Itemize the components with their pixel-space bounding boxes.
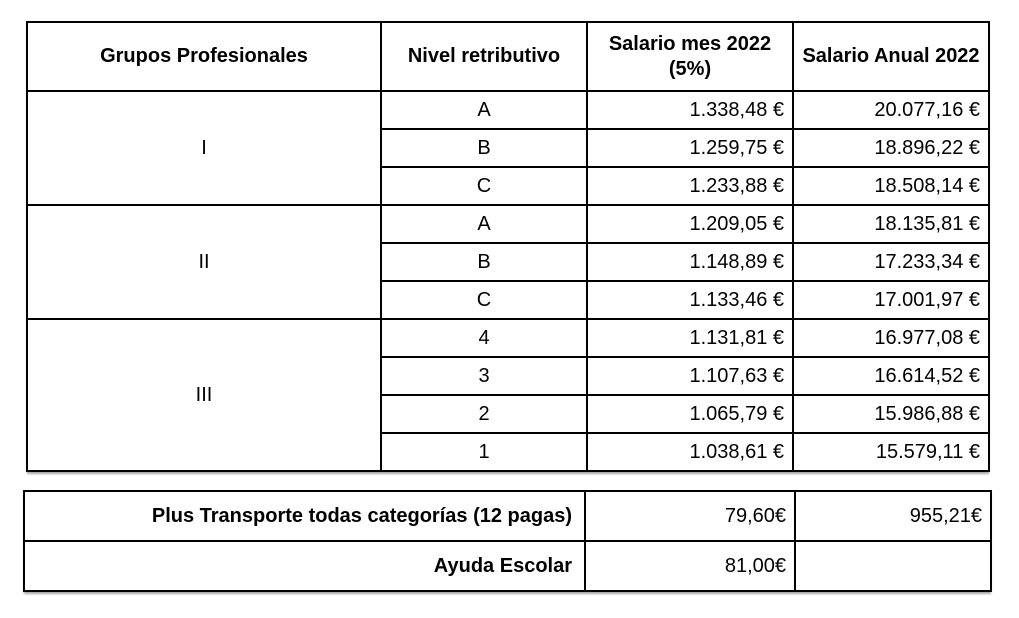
salario-anual-cell: 16.977,08 € — [792, 318, 990, 358]
header-nivel-retributivo: Nivel retributivo — [380, 21, 588, 92]
nivel-cell: 2 — [380, 394, 588, 434]
salario-mes-cell: 1.233,88 € — [586, 166, 794, 206]
nivel-cell: A — [380, 90, 588, 130]
table-row: C 1.233,88 € 18.508,14 € — [27, 166, 990, 206]
header-salario-anual: Salario Anual 2022 — [792, 21, 990, 92]
salario-anual-cell: 16.614,52 € — [792, 356, 990, 396]
salario-anual-cell: 18.508,14 € — [792, 166, 990, 206]
header-grupos-profesionales: Grupos Profesionales — [26, 21, 382, 92]
salario-anual-cell: 17.001,97 € — [792, 280, 990, 320]
salario-anual-cell: 15.986,88 € — [792, 394, 990, 434]
table-row: C 1.133,46 € 17.001,97 € — [27, 280, 990, 320]
group-label-III: III — [26, 318, 382, 472]
table-row: B 1.259,75 € 18.896,22 € — [27, 128, 990, 168]
table-row: 3 1.107,63 € 16.614,52 € — [27, 356, 990, 396]
ayuda-escolar-mes-cell: 81,00€ — [584, 540, 796, 592]
table-row: 1 1.038,61 € 15.579,11 € — [27, 432, 990, 472]
salario-anual-cell: 17.233,34 € — [792, 242, 990, 282]
plus-transporte-mes-cell: 79,60€ — [584, 490, 796, 542]
table-row: B 1.148,89 € 17.233,34 € — [27, 242, 990, 282]
salario-mes-cell: 1.038,61 € — [586, 432, 794, 472]
nivel-cell: 1 — [380, 432, 588, 472]
nivel-cell: C — [380, 166, 588, 206]
table-row: Plus Transporte todas categorías (12 pag… — [23, 490, 992, 542]
table-row: Ayuda Escolar 81,00€ — [23, 540, 992, 592]
nivel-cell: B — [380, 242, 588, 282]
salario-mes-cell: 1.148,89 € — [586, 242, 794, 282]
salario-mes-cell: 1.131,81 € — [586, 318, 794, 358]
table-row: III 4 1.131,81 € 16.977,08 € — [26, 318, 990, 472]
salario-mes-cell: 1.065,79 € — [586, 394, 794, 434]
nivel-cell: C — [380, 280, 588, 320]
table-row: I A 1.338,48 € 20.077,16 € — [26, 90, 990, 206]
salario-anual-cell: 18.896,22 € — [792, 128, 990, 168]
salary-table: Grupos Profesionales Nivel retributivo S… — [26, 21, 990, 472]
group-label-II: II — [26, 204, 382, 320]
salario-anual-cell: 15.579,11 € — [792, 432, 990, 472]
salario-mes-cell: 1.107,63 € — [586, 356, 794, 396]
salary-table-header-row: Grupos Profesionales Nivel retributivo S… — [26, 21, 990, 92]
ayuda-escolar-label: Ayuda Escolar — [23, 540, 586, 592]
salario-mes-cell: 1.209,05 € — [586, 204, 794, 244]
nivel-cell: 3 — [380, 356, 588, 396]
header-salario-mes: Salario mes 2022 (5%) — [586, 21, 794, 92]
nivel-cell: B — [380, 128, 588, 168]
plus-transporte-anual-cell: 955,21€ — [794, 490, 992, 542]
plus-transporte-label: Plus Transporte todas categorías (12 pag… — [23, 490, 586, 542]
salario-anual-cell: 20.077,16 € — [792, 90, 990, 130]
salario-anual-cell: 18.135,81 € — [792, 204, 990, 244]
salario-mes-cell: 1.259,75 € — [586, 128, 794, 168]
nivel-cell: A — [380, 204, 588, 244]
table-row: II A 1.209,05 € 18.135,81 € — [26, 204, 990, 320]
salario-mes-cell: 1.133,46 € — [586, 280, 794, 320]
salario-mes-cell: 1.338,48 € — [586, 90, 794, 130]
group-label-I: I — [26, 90, 382, 206]
table-row: 2 1.065,79 € 15.986,88 € — [27, 394, 990, 434]
ayuda-escolar-anual-cell — [794, 540, 992, 592]
nivel-cell: 4 — [380, 318, 588, 358]
extras-table: Plus Transporte todas categorías (12 pag… — [23, 490, 992, 592]
